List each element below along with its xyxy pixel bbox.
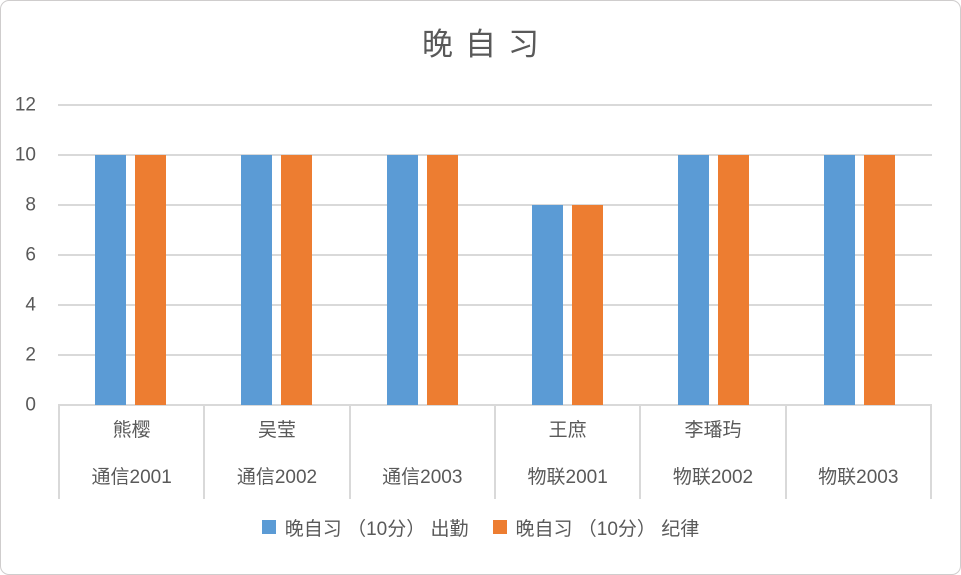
legend: 晚自习 （10分） 出勤 晚自习 （10分） 纪律: [1, 509, 960, 545]
bar-series2-通信2003[interactable]: [426, 155, 458, 405]
category-class-label: 物联2003: [818, 467, 899, 488]
legend-label: 晚自习 （10分） 出勤: [284, 518, 469, 540]
bar-series2-通信2002[interactable]: [281, 155, 312, 405]
x-axis-cell-通信2003: 通信2003: [348, 405, 494, 499]
chart-title: 晚自习: [422, 27, 551, 62]
bar-series1-通信2001[interactable]: [95, 155, 127, 405]
category-class-label: 物联2001: [527, 467, 608, 488]
category-name-label: 李璠玙: [684, 420, 742, 441]
y-tick-label: 0: [25, 394, 36, 416]
y-axis: 0 2 4 6 8 10 12: [1, 96, 46, 415]
x-axis-cell-通信2002: 吴莹通信2002: [203, 405, 348, 499]
bar-group-物联2002: [641, 105, 787, 405]
bar-group-通信2002: [204, 105, 350, 405]
bar-series1-物联2001[interactable]: [532, 205, 564, 405]
bar-series1-物联2002[interactable]: [678, 155, 710, 405]
bar-group-物联2001: [495, 105, 641, 405]
bars-row: [58, 105, 932, 405]
bar-group-通信2003: [349, 105, 495, 405]
x-axis-cell-物联2002: 李璠玙物联2002: [639, 405, 784, 499]
gridline: [58, 104, 932, 106]
x-axis-cell-物联2001: 王庶物联2001: [493, 405, 639, 499]
bar-series1-物联2003[interactable]: [823, 155, 855, 405]
bar-series2-物联2003[interactable]: [863, 155, 895, 405]
legend-swatch-icon: [492, 520, 507, 534]
category-class-label: 通信2003: [382, 467, 463, 488]
category-name-label: [351, 405, 494, 452]
gridline: [58, 304, 932, 306]
bar-series2-物联2001[interactable]: [572, 205, 604, 405]
bar-series2-物联2002[interactable]: [718, 155, 750, 405]
plot-area: [58, 104, 932, 406]
bar-series2-通信2001[interactable]: [135, 155, 167, 405]
gridline: [58, 154, 932, 156]
legend-label: 晚自习 （10分） 纪律: [515, 518, 700, 540]
category-name-label: 吴莹: [257, 420, 296, 441]
category-class-label: 通信2001: [91, 467, 172, 488]
bar-group-物联2003: [786, 105, 932, 405]
bar-series1-通信2003[interactable]: [386, 155, 418, 405]
category-class-label: 通信2002: [236, 467, 318, 488]
gridline: [58, 354, 932, 356]
bar-group-通信2001: [58, 105, 204, 405]
category-class-label: 物联2002: [672, 467, 754, 488]
y-tick-label: 8: [25, 194, 36, 216]
category-name-label: [787, 405, 930, 452]
category-name-label: 熊樱: [112, 420, 151, 441]
bar-series1-通信2002[interactable]: [241, 155, 272, 405]
gridline: [58, 254, 932, 256]
y-tick-label: 4: [25, 294, 36, 316]
x-axis-cell-通信2001: 熊樱通信2001: [58, 405, 203, 499]
legend-swatch-icon: [261, 520, 276, 534]
gridline: [58, 204, 932, 206]
x-axis-cell-物联2003: 物联2003: [784, 405, 932, 499]
y-tick-label: 12: [14, 94, 36, 116]
y-tick-label: 10: [14, 144, 36, 166]
y-tick-label: 6: [25, 244, 36, 266]
legend-item-series1[interactable]: 晚自习 （10分） 出勤: [261, 514, 469, 541]
y-tick-label: 2: [25, 344, 36, 366]
legend-item-series2[interactable]: 晚自习 （10分） 纪律: [492, 514, 700, 541]
category-name-label: 王庶: [548, 420, 587, 441]
x-axis: 熊樱 通信2001 吴莹 通信2002 通信2003 王庶 物联2001 李璠玙 物联2002 物…: [58, 405, 932, 499]
